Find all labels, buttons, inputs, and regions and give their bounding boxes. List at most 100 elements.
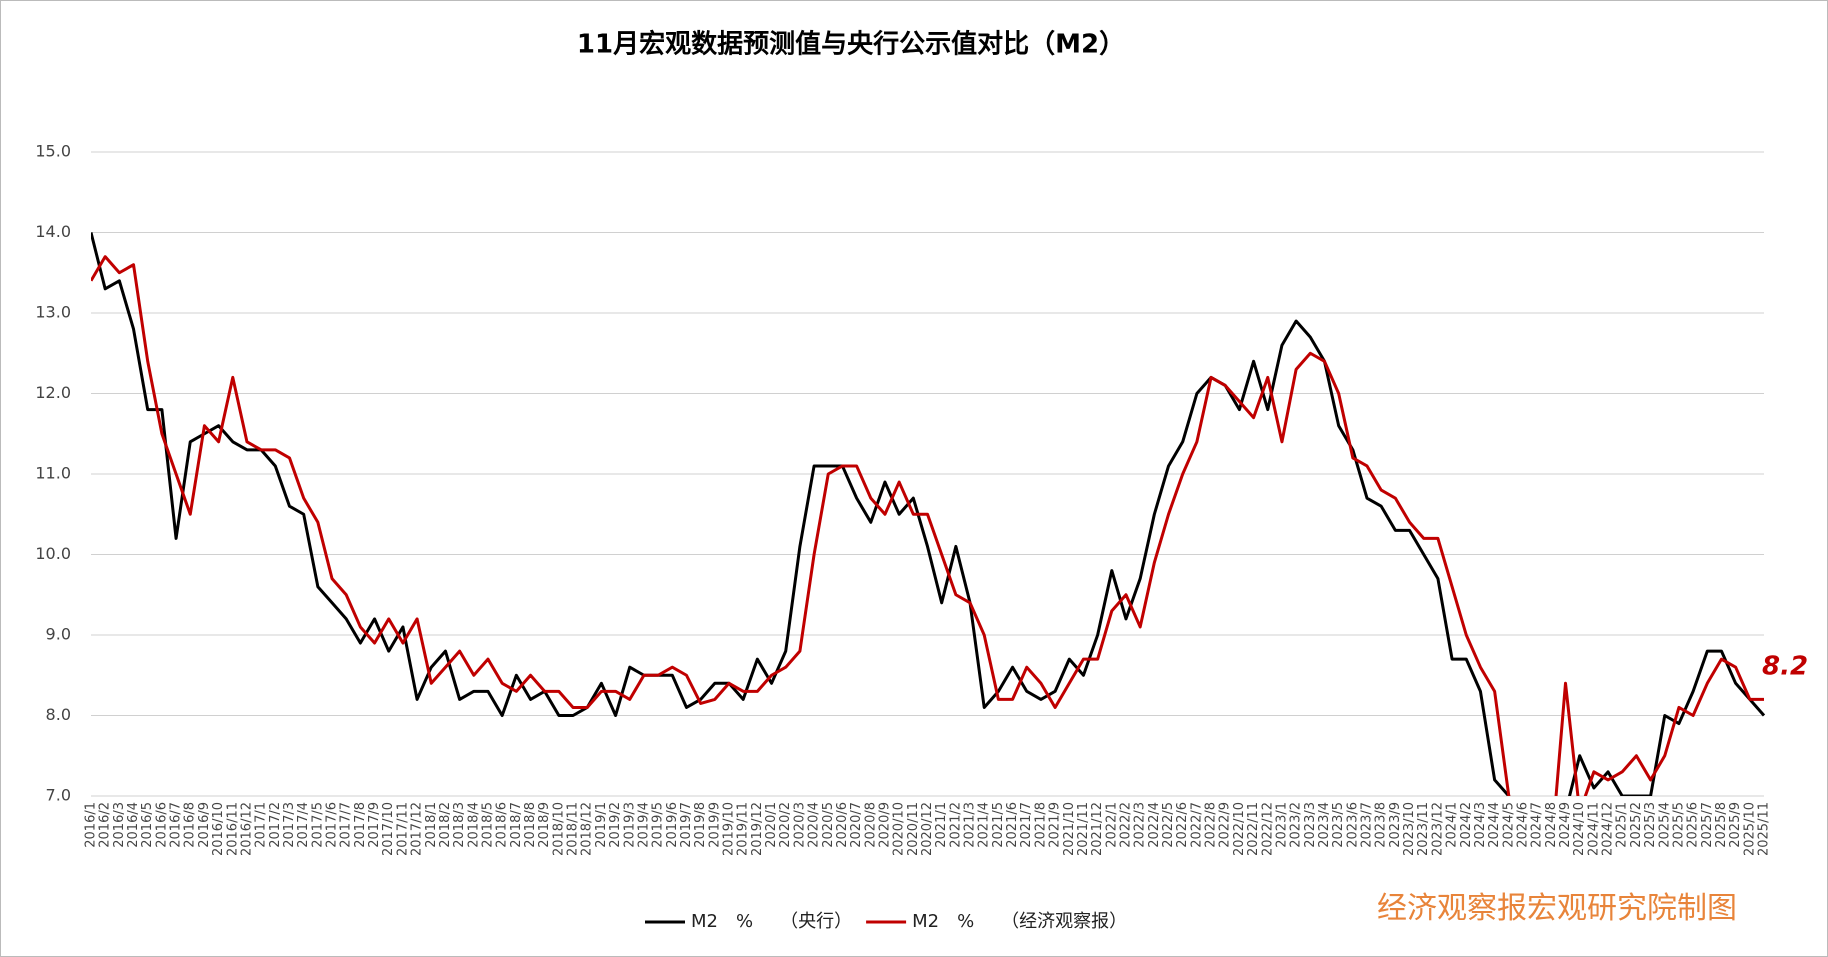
x-tick-label: 2019/8: [693, 802, 708, 848]
x-tick-label: 2025/3: [1643, 802, 1658, 848]
y-tick-label: 12.0: [35, 383, 71, 402]
x-tick-label: 2025/4: [1657, 802, 1672, 848]
x-tick-label: 2024/2: [1459, 802, 1474, 848]
y-tick-label: 15.0: [35, 142, 71, 161]
watermark: 经济观察报宏观研究院制图: [1377, 891, 1737, 926]
x-tick-label: 2017/11: [395, 802, 410, 856]
x-tick-label: 2024/10: [1572, 802, 1587, 856]
x-tick-label: 2016/10: [211, 802, 226, 856]
x-tick-label: 2017/7: [339, 802, 354, 848]
x-tick-label: 2023/1: [1274, 802, 1289, 848]
x-tick-label: 2023/11: [1416, 802, 1431, 856]
x-tick-label: 2025/11: [1757, 802, 1772, 856]
x-tick-label: 2018/2: [438, 802, 453, 848]
x-tick-label: 2024/3: [1473, 802, 1488, 848]
x-tick-label: 2019/9: [707, 802, 722, 848]
y-tick-label: 13.0: [35, 303, 71, 322]
x-tick-label: 2022/11: [1246, 802, 1261, 856]
x-tick-label: 2021/4: [977, 802, 992, 848]
x-tick-label: 2019/5: [651, 802, 666, 848]
x-tick-label: 2021/3: [963, 802, 978, 848]
plot-area: [91, 232, 1766, 796]
y-tick-label: 14.0: [35, 222, 71, 241]
x-tick-label: 2021/8: [1033, 802, 1048, 848]
x-tick-label: 2018/3: [452, 802, 467, 848]
x-tick-label: 2016/5: [140, 802, 155, 848]
x-tick-label: 2017/10: [381, 802, 396, 856]
x-tick-label: 2017/9: [367, 802, 382, 848]
x-tick-label: 2019/10: [722, 802, 737, 856]
x-tick-label: 2022/6: [1175, 802, 1190, 848]
x-tick-label: 2018/4: [466, 802, 481, 848]
x-tick-label: 2021/9: [1048, 802, 1063, 848]
x-tick-label: 2023/3: [1303, 802, 1318, 848]
x-tick-label: 2025/1: [1615, 802, 1630, 848]
x-tick-label: 2022/12: [1260, 802, 1275, 856]
line-series: [91, 232, 1766, 796]
legend-label: M2 % （经济观察报）: [912, 911, 1127, 932]
x-tick-label: 2020/7: [849, 802, 864, 848]
x-tick-label: 2018/6: [495, 802, 510, 848]
x-tick-label: 2020/11: [906, 802, 921, 856]
x-tick-label: 2019/2: [608, 802, 623, 848]
x-tick-label: 2023/6: [1345, 802, 1360, 848]
x-tick-label: 2024/11: [1586, 802, 1601, 856]
x-tick-label: 2023/4: [1317, 802, 1332, 848]
x-tick-label: 2022/7: [1189, 802, 1204, 848]
x-tick-label: 2020/4: [807, 802, 822, 848]
x-tick-label: 2017/2: [268, 802, 283, 848]
x-tick-label: 2022/2: [1118, 802, 1133, 848]
x-tick-label: 2021/10: [1062, 802, 1077, 856]
y-tick-label: 11.0: [35, 464, 71, 483]
x-tick-label: 2019/4: [636, 802, 651, 848]
x-tick-label: 2022/9: [1218, 802, 1233, 848]
x-tick-label: 2020/10: [892, 802, 907, 856]
x-tick-label: 2023/9: [1388, 802, 1403, 848]
x-tick-label: 2018/8: [523, 802, 538, 848]
x-tick-label: 2022/8: [1204, 802, 1219, 848]
x-tick-label: 2018/10: [551, 802, 566, 856]
x-tick-label: 2016/8: [183, 802, 198, 848]
chart-title: 11月宏观数据预测值与央行公示值对比（M2）: [577, 29, 1125, 60]
x-tick-label: 2017/12: [410, 802, 425, 856]
x-tick-label: 2016/4: [126, 802, 141, 848]
x-tick-label: 2016/3: [112, 802, 127, 848]
x-tick-label: 2022/1: [1104, 802, 1119, 848]
x-tick-label: 2018/12: [580, 802, 595, 856]
x-tick-label: 2016/12: [239, 802, 254, 856]
x-tick-label: 2016/2: [98, 802, 113, 848]
x-tick-label: 2018/5: [480, 802, 495, 848]
x-tick-label: 2020/8: [863, 802, 878, 848]
x-tick-label: 2017/6: [325, 802, 340, 848]
y-tick-label: 8.0: [46, 705, 71, 724]
x-tick-label: 2022/4: [1147, 802, 1162, 848]
x-tick-label: 2024/1: [1445, 802, 1460, 848]
x-tick-label: 2024/5: [1501, 802, 1516, 848]
line-series: [91, 255, 1764, 796]
x-tick-label: 2024/4: [1487, 802, 1502, 848]
x-tick-label: 2022/5: [1161, 802, 1176, 848]
x-tick-label: 2020/9: [877, 802, 892, 848]
x-tick-label: 2022/3: [1133, 802, 1148, 848]
y-tick-label: 7.0: [46, 786, 71, 805]
x-tick-label: 2016/9: [197, 802, 212, 848]
x-tick-label: 2016/11: [225, 802, 240, 856]
x-tick-label: 2023/8: [1374, 802, 1389, 848]
x-tick-label: 2023/10: [1402, 802, 1417, 856]
x-tick-label: 2017/5: [310, 802, 325, 848]
annotation: 8.2: [1762, 652, 1808, 682]
x-tick-label: 2019/7: [679, 802, 694, 848]
x-tick-label: 2016/1: [84, 802, 99, 848]
x-tick-label: 2019/11: [736, 802, 751, 856]
x-tick-label: 2025/5: [1671, 802, 1686, 848]
x-tick-label: 2025/9: [1728, 802, 1743, 848]
x-tick-label: 2020/5: [821, 802, 836, 848]
x-tick-label: 2020/6: [835, 802, 850, 848]
x-tick-label: 2019/1: [594, 802, 609, 848]
x-tick-label: 2023/2: [1289, 802, 1304, 848]
x-tick-label: 2025/2: [1629, 802, 1644, 848]
legend-label: M2 % （央行）: [691, 911, 852, 932]
x-tick-label: 2024/7: [1530, 802, 1545, 848]
x-tick-label: 2021/11: [1076, 802, 1091, 856]
